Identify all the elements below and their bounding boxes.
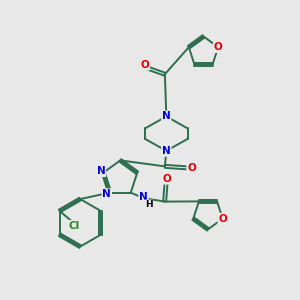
Text: N: N [97,166,105,176]
Text: O: O [187,163,196,173]
Text: O: O [214,42,223,52]
Text: O: O [218,214,227,224]
Text: N: N [162,146,171,156]
Text: O: O [162,174,171,184]
Text: N: N [102,189,111,199]
Text: Cl: Cl [69,221,80,231]
Text: O: O [141,60,149,70]
Text: H: H [145,200,152,209]
Text: N: N [162,111,171,122]
Text: N: N [139,192,148,203]
